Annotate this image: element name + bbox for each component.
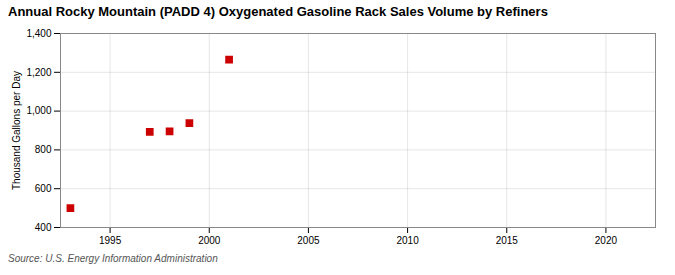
- svg-text:600: 600: [35, 183, 52, 194]
- svg-text:1995: 1995: [99, 235, 122, 246]
- svg-text:1,400: 1,400: [26, 28, 51, 39]
- html-text:Annual Rocky Mountain (PADD 4): Annual Rocky Mountain (PADD 4) Oxygenate…: [8, 4, 548, 19]
- svg-text:800: 800: [35, 144, 52, 155]
- svg-text:Thousand Gallons per Day: Thousand Gallons per Day: [11, 71, 22, 190]
- svg-text:400: 400: [35, 222, 52, 233]
- svg-text:1,200: 1,200: [26, 67, 51, 78]
- svg-text:2015: 2015: [496, 235, 519, 246]
- svg-text:2020: 2020: [595, 235, 618, 246]
- html-text:Source: U.S. Energy Informatio: Source: U.S. Energy Information Administ…: [8, 253, 218, 264]
- svg-text:2005: 2005: [297, 235, 320, 246]
- svg-text:2000: 2000: [198, 235, 221, 246]
- svg-text:1,000: 1,000: [26, 105, 51, 116]
- svg-text:2010: 2010: [396, 235, 419, 246]
